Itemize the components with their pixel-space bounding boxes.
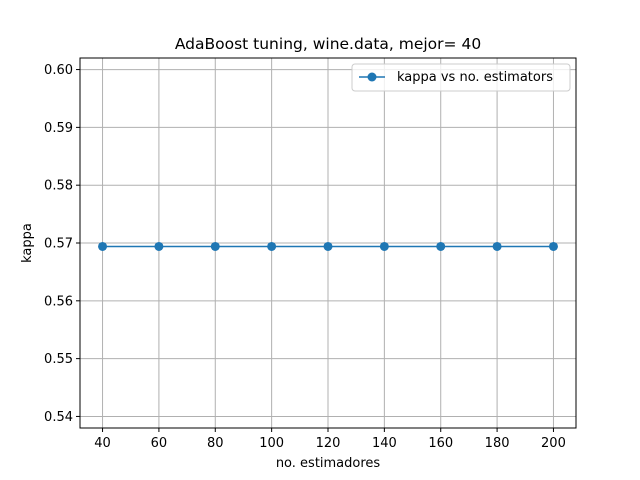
data-point	[210, 241, 220, 251]
data-point	[323, 241, 333, 251]
y-tick-label: 0.59	[44, 121, 73, 136]
x-tick-label: 120	[316, 436, 341, 451]
legend: kappa vs no. estimators	[351, 63, 571, 92]
data-point	[98, 241, 108, 251]
chart-title: AdaBoost tuning, wine.data, mejor= 40	[175, 35, 481, 53]
x-tick-label: 60	[151, 436, 168, 451]
data-point	[548, 241, 558, 251]
legend-marker-swatch	[367, 72, 377, 82]
x-tick-label: 180	[485, 436, 510, 451]
data-point	[154, 241, 164, 251]
y-tick-label: 0.58	[44, 179, 73, 194]
data-point	[492, 241, 502, 251]
y-tick-label: 0.54	[44, 410, 73, 425]
x-tick-label: 200	[541, 436, 566, 451]
x-tick-label: 40	[94, 436, 111, 451]
y-tick-label: 0.60	[44, 63, 73, 78]
x-tick-label: 80	[207, 436, 224, 451]
series-layer	[98, 241, 558, 251]
data-point	[267, 241, 277, 251]
y-axis-label: kappa	[20, 223, 35, 263]
y-tick-label: 0.56	[44, 294, 73, 309]
legend-entry-label: kappa vs no. estimators	[397, 70, 553, 85]
grid	[80, 58, 576, 428]
x-tick-label: 160	[428, 436, 453, 451]
ticks: 40 60 80 100 120 140 160 180 200 0.54 0.55 0.56 0.57…	[44, 63, 566, 451]
x-tick-label: 140	[372, 436, 397, 451]
y-tick-label: 0.55	[44, 352, 73, 367]
legend-box	[351, 63, 571, 92]
data-point	[379, 241, 389, 251]
data-point	[436, 241, 446, 251]
x-tick-label: 100	[259, 436, 284, 451]
y-tick-label: 0.57	[44, 237, 73, 252]
x-axis-label: no. estimadores	[276, 456, 381, 471]
